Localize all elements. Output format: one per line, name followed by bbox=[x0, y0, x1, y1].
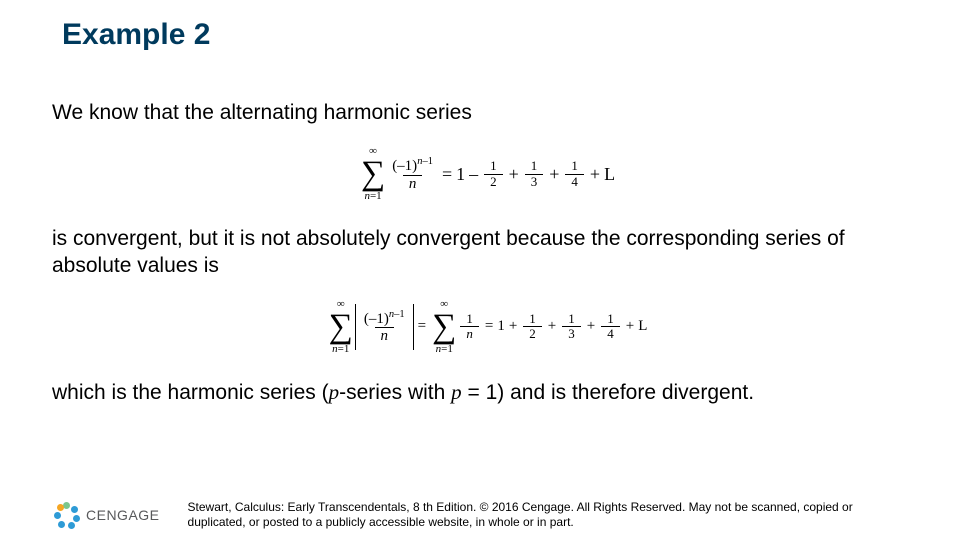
formula-2: ∞ ∑ n=1 (–1)n–1 n = ∞ ∑ n=1 1 bbox=[52, 299, 922, 355]
cengage-logo: CENGAGE bbox=[54, 502, 160, 528]
logo-dot-icon bbox=[73, 515, 80, 522]
copyright-text: Stewart, Calculus: Early Transcendentals… bbox=[188, 500, 868, 530]
logo-mark-icon bbox=[54, 502, 80, 528]
logo-dot-icon bbox=[58, 521, 65, 528]
logo-text: CENGAGE bbox=[86, 507, 160, 523]
logo-dot-icon bbox=[71, 506, 78, 513]
main-fraction-1: (–1)n–1 n bbox=[389, 156, 436, 192]
paragraph-3: which is the harmonic series (p-series w… bbox=[52, 379, 922, 406]
absolute-value: (–1)n–1 n bbox=[355, 304, 414, 350]
slide: Example 2 We know that the alternating h… bbox=[0, 0, 960, 540]
formula-1: ∞ ∑ n=1 (–1)n–1 n = 1 – 12 + 13 + 14 + L bbox=[52, 146, 922, 202]
sigma-2b: ∞ ∑ n=1 bbox=[432, 299, 456, 355]
sigma-1: ∞ ∑ n=1 bbox=[361, 146, 385, 202]
logo-dot-icon bbox=[54, 512, 61, 519]
logo-dot-icon bbox=[68, 522, 75, 529]
paragraph-2: is convergent, but it is not absolutely … bbox=[52, 226, 922, 279]
slide-title: Example 2 bbox=[62, 18, 210, 52]
slide-body: We know that the alternating harmonic se… bbox=[52, 100, 922, 412]
logo-dot-icon bbox=[57, 504, 64, 511]
paragraph-1: We know that the alternating harmonic se… bbox=[52, 100, 922, 126]
logo-dot-icon bbox=[63, 502, 70, 509]
sigma-2a: ∞ ∑ n=1 bbox=[329, 299, 353, 355]
footer: CENGAGE Stewart, Calculus: Early Transce… bbox=[0, 500, 960, 530]
